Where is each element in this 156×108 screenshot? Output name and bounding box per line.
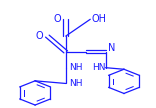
Text: O: O — [35, 31, 43, 41]
Text: OH: OH — [91, 14, 106, 24]
Text: HN: HN — [92, 63, 105, 72]
Text: NH: NH — [69, 63, 83, 72]
Text: N: N — [108, 43, 115, 53]
Text: NH: NH — [69, 79, 83, 88]
Text: O: O — [54, 14, 61, 24]
